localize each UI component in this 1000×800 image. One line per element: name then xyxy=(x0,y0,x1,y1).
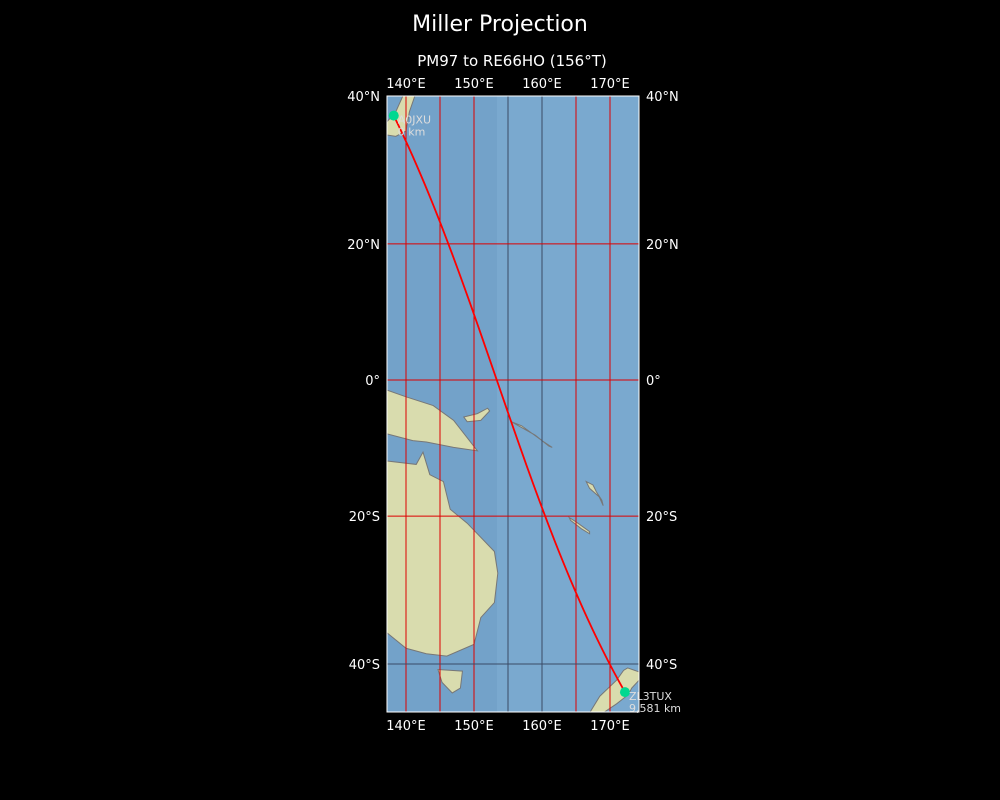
station-distance: 9,581 km xyxy=(629,702,681,715)
lat-tick-label: 20°S xyxy=(646,510,677,525)
station-distance: 0 km xyxy=(398,126,426,139)
lon-tick-label: 160°E xyxy=(522,77,562,92)
lon-tick-label: 170°E xyxy=(590,719,630,734)
lat-tick-label: 40°S xyxy=(646,658,677,673)
land-vanuatu xyxy=(585,480,604,506)
lat-tick-label: 0° xyxy=(365,374,380,389)
lon-tick-label: 170°E xyxy=(590,77,630,92)
lat-tick-label: 0° xyxy=(646,374,661,389)
land-new-britain xyxy=(462,407,491,423)
lat-tick-label: 20°N xyxy=(347,238,380,253)
station-callsign: ZL3TUX xyxy=(629,690,672,703)
lon-tick-label: 140°E xyxy=(386,719,426,734)
map-frame xyxy=(386,95,640,713)
lat-tick-label: 40°S xyxy=(349,658,380,673)
lat-tick-label: 40°N xyxy=(646,90,679,105)
lat-tick-label: 20°S xyxy=(349,510,380,525)
map-subtitle: PM97 to RE66HO (156°T) xyxy=(417,52,607,70)
lon-tick-label: 150°E xyxy=(454,719,494,734)
station-marker xyxy=(388,110,399,121)
station-marker xyxy=(619,687,630,698)
figure-title: Miller Projection xyxy=(412,12,588,37)
land-new-guinea xyxy=(387,389,479,452)
lat-tick-label: 40°N xyxy=(347,90,380,105)
lon-tick-label: 140°E xyxy=(386,77,426,92)
great-circle-path xyxy=(392,115,626,693)
land-japan xyxy=(387,96,416,137)
land-tasmania xyxy=(437,668,463,694)
map-content xyxy=(387,96,639,712)
lon-tick-label: 160°E xyxy=(522,719,562,734)
lon-tick-label: 150°E xyxy=(454,77,494,92)
land-solomons xyxy=(511,421,553,448)
lat-tick-label: 20°N xyxy=(646,238,679,253)
land-australia xyxy=(387,450,499,657)
station-callsign: A0JXU xyxy=(398,114,431,127)
